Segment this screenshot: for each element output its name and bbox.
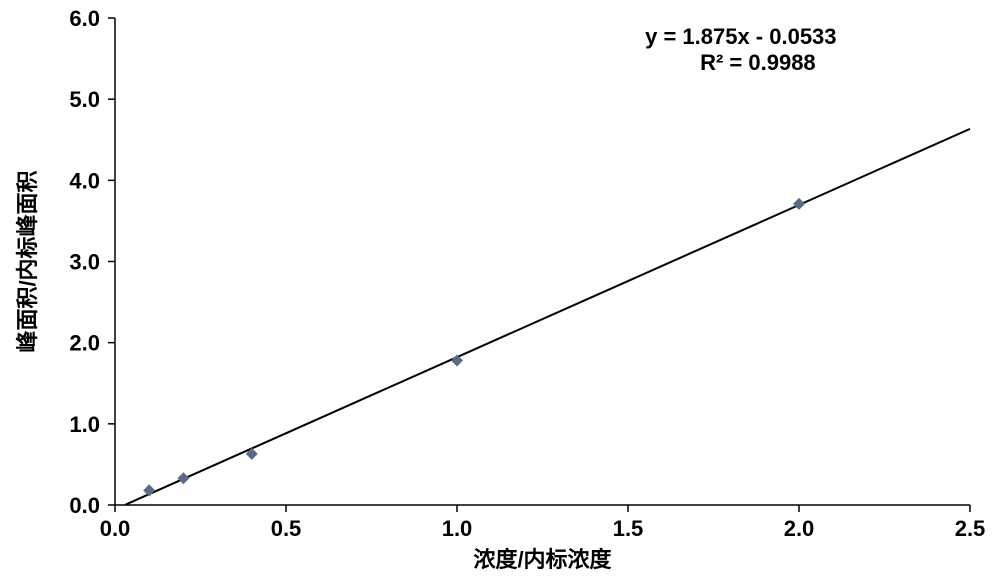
y-tick-label: 5.0 [69,87,100,112]
y-tick-label: 4.0 [69,168,100,193]
x-tick-label: 1.5 [613,516,644,541]
y-tick-label: 3.0 [69,250,100,275]
equation-line1: y = 1.875x - 0.0533 [645,24,836,49]
equation-line2: R² = 0.9988 [700,50,816,75]
x-tick-label: 0.0 [100,516,131,541]
x-tick-label: 0.5 [271,516,302,541]
y-axis-label: 峰面积/内标峰面积 [15,170,40,352]
x-tick-label: 2.5 [955,516,986,541]
x-tick-label: 1.0 [442,516,473,541]
data-point [143,484,155,496]
scatter-chart: 0.0 0.5 1.0 1.5 2.0 2.5 0.0 1.0 2.0 3.0 4.0 5.0 6.0 浓… [0,0,1000,583]
x-axis-label: 浓度/内标浓度 [473,547,612,572]
data-point [177,472,189,484]
y-tick-label: 0.0 [69,493,100,518]
data-point [793,198,805,210]
y-tick-label: 2.0 [69,331,100,356]
x-tick-label: 2.0 [784,516,815,541]
y-tick-label: 6.0 [69,6,100,31]
y-tick-label: 1.0 [69,412,100,437]
chart-container: 0.0 0.5 1.0 1.5 2.0 2.5 0.0 1.0 2.0 3.0 4.0 5.0 6.0 浓… [0,0,1000,583]
